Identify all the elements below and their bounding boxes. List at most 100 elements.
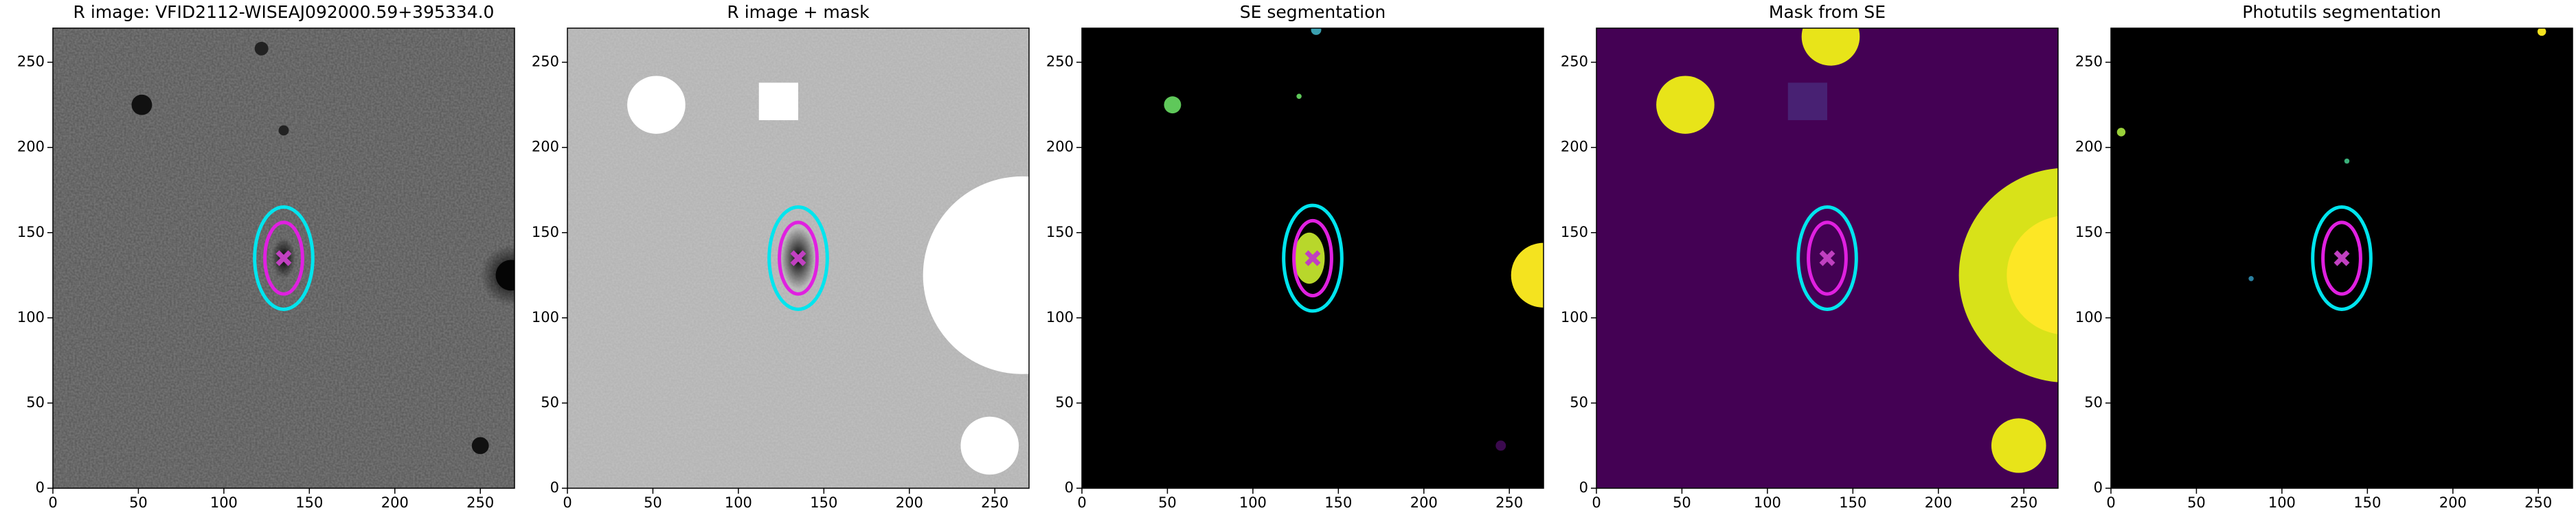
- chart-title: R image: VFID2112-WISEAJ092000.59+395334…: [74, 2, 495, 22]
- x-tick-label: 250: [2524, 494, 2552, 511]
- image-feature: [1787, 82, 1827, 120]
- x-tick-label: 50: [2187, 494, 2206, 511]
- y-tick-label: 200: [1046, 139, 1074, 155]
- image: [1082, 28, 1544, 488]
- image-feature: [1296, 93, 1302, 99]
- y-tick-label: 200: [17, 139, 45, 155]
- image-feature: [1164, 96, 1182, 114]
- y-tick-label: 100: [1561, 309, 1588, 325]
- y-tick-label: 250: [532, 54, 559, 70]
- ellipse: [778, 220, 819, 296]
- y-tick-label: 100: [532, 309, 559, 325]
- image-feature: [471, 437, 489, 455]
- image-feature: [1801, 28, 1860, 66]
- axes-frame: [2110, 27, 2573, 489]
- chart-title: Photutils segmentation: [2242, 2, 2441, 22]
- image-feature: [1656, 76, 1715, 134]
- x-tick-label: 0: [48, 494, 57, 511]
- y-tick-label: 250: [2075, 54, 2103, 70]
- marker: [275, 250, 292, 266]
- y-tick-label: 250: [1561, 54, 1588, 70]
- x-tick-label: 250: [466, 494, 494, 511]
- x-tick-label: 200: [381, 494, 409, 511]
- y-tick-label: 0: [550, 479, 559, 496]
- x-tick-label: 0: [2106, 494, 2115, 511]
- ellipse: [1292, 218, 1333, 298]
- image-feature: [2007, 216, 2058, 334]
- image-feature: [254, 41, 269, 56]
- axes-frame: [1081, 27, 1544, 489]
- y-tick-label: 100: [1046, 309, 1074, 325]
- y-tick-label: 150: [17, 224, 45, 240]
- y-tick-label: 200: [1561, 139, 1588, 155]
- y-tick-label: 50: [26, 394, 45, 411]
- image-feature: [2537, 28, 2546, 36]
- image: [567, 28, 1029, 488]
- x-tick-label: 150: [1839, 494, 1866, 511]
- x-tick-label: 50: [644, 494, 662, 511]
- x-tick-label: 150: [810, 494, 837, 511]
- axes-frame: [567, 27, 1030, 489]
- marker: [1304, 250, 1321, 266]
- x-tick-label: 100: [1754, 494, 1781, 511]
- y-tick-label: 150: [1561, 224, 1588, 240]
- x-tick-label: 50: [1673, 494, 1691, 511]
- y-tick-label: 0: [1065, 479, 1074, 496]
- x-tick-label: 250: [981, 494, 1008, 511]
- x-tick-label: 250: [2010, 494, 2037, 511]
- y-tick-label: 150: [2075, 224, 2103, 240]
- y-tick-label: 250: [1046, 54, 1074, 70]
- panel: R image: VFID2112-WISEAJ092000.59+395334…: [17, 2, 515, 511]
- image-feature: [758, 82, 798, 120]
- image-feature: [2344, 158, 2350, 164]
- ellipse: [1796, 205, 1858, 311]
- y-tick-label: 50: [1570, 394, 1588, 411]
- ellipse: [2311, 205, 2373, 311]
- x-tick-label: 200: [2439, 494, 2467, 511]
- x-tick-label: 100: [725, 494, 752, 511]
- image-feature: [923, 176, 1029, 374]
- image-feature: [1293, 232, 1325, 284]
- image-feature: [278, 125, 289, 136]
- y-tick-label: 100: [17, 309, 45, 325]
- image: [1596, 28, 2058, 488]
- ellipse: [1807, 220, 1848, 296]
- marker: [790, 250, 806, 266]
- panel: Photutils segmentation 0 50 100 150 200 250 0 50…: [2075, 2, 2573, 511]
- y-tick-label: 150: [1046, 224, 1074, 240]
- marker: [2334, 250, 2350, 266]
- image-feature: [1311, 28, 1322, 35]
- x-tick-label: 0: [1592, 494, 1601, 511]
- x-tick-label: 100: [1239, 494, 1267, 511]
- y-tick-label: 50: [1055, 394, 1074, 411]
- y-tick-label: 200: [532, 139, 559, 155]
- marker: [1819, 250, 1835, 266]
- chart-title: Mask from SE: [1769, 2, 1886, 22]
- axes-frame: [52, 27, 515, 489]
- x-tick-label: 150: [1324, 494, 1352, 511]
- x-tick-label: 50: [129, 494, 148, 511]
- ellipse: [253, 205, 315, 311]
- x-tick-label: 200: [1410, 494, 1438, 511]
- y-tick-label: 150: [532, 224, 559, 240]
- y-tick-label: 100: [2075, 309, 2103, 325]
- image-feature: [2248, 276, 2254, 282]
- panel: SE segmentation 0 50 100 150 200 250 0 50 100 150 2…: [1046, 2, 1544, 511]
- ellipse: [767, 205, 829, 311]
- y-tick-label: 250: [17, 54, 45, 70]
- ellipse: [2321, 220, 2362, 296]
- x-tick-label: 150: [295, 494, 323, 511]
- image-feature: [627, 76, 686, 134]
- x-tick-label: 0: [563, 494, 572, 511]
- x-tick-label: 100: [210, 494, 238, 511]
- ellipse: [263, 220, 304, 296]
- chart-title: SE segmentation: [1240, 2, 1386, 22]
- y-tick-label: 0: [1579, 479, 1588, 496]
- y-tick-label: 50: [2084, 394, 2103, 411]
- x-tick-label: 100: [2268, 494, 2296, 511]
- image: [53, 28, 515, 488]
- y-tick-label: 50: [541, 394, 559, 411]
- panel: Mask from SE 0 50 100 150 200 250 0 50 100 150 200 2…: [1561, 2, 2059, 511]
- x-tick-label: 150: [2353, 494, 2381, 511]
